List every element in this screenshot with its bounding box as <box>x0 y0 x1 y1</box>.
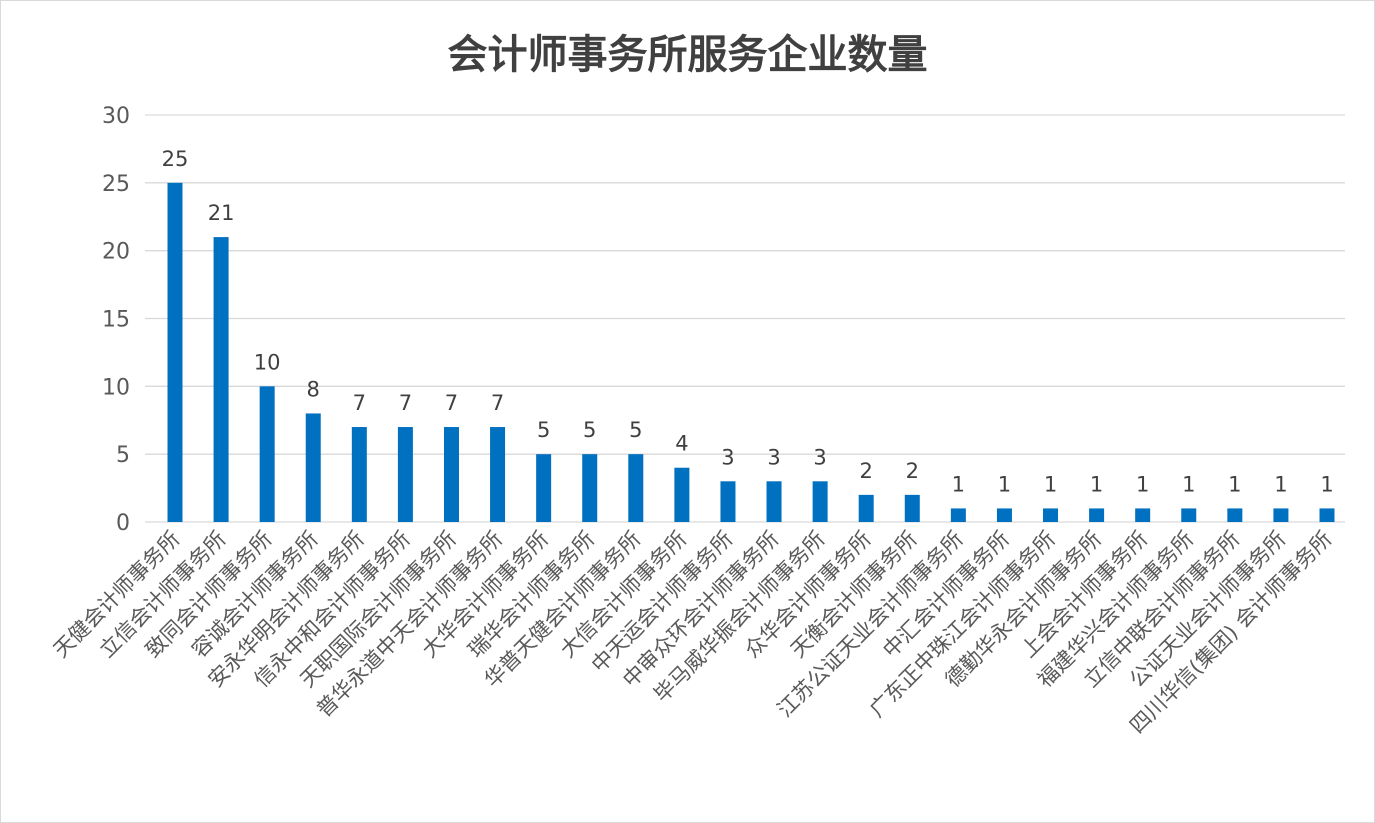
data-label: 3 <box>721 445 734 469</box>
bar <box>490 427 506 522</box>
data-label: 5 <box>537 418 550 442</box>
data-label: 21 <box>208 201 235 225</box>
bar <box>259 386 275 522</box>
data-label: 1 <box>1228 472 1241 496</box>
data-label: 3 <box>813 445 826 469</box>
data-label: 5 <box>583 418 596 442</box>
bar <box>1181 508 1197 522</box>
y-tick-label: 15 <box>102 308 130 333</box>
bar <box>351 427 367 522</box>
data-label: 7 <box>353 391 366 415</box>
data-label: 1 <box>1320 472 1333 496</box>
gridlines <box>145 114 1345 523</box>
bars <box>167 182 1335 523</box>
data-label: 4 <box>675 432 688 456</box>
bar <box>582 454 598 522</box>
bar <box>674 467 690 522</box>
bar <box>1227 508 1243 522</box>
y-tick-label: 0 <box>116 511 130 536</box>
data-label: 3 <box>767 445 780 469</box>
data-label: 7 <box>445 391 458 415</box>
data-label: 1 <box>1274 472 1287 496</box>
bar <box>766 481 782 522</box>
bar <box>305 413 321 522</box>
bar <box>720 481 736 522</box>
bar <box>167 182 183 523</box>
data-label: 25 <box>162 147 189 171</box>
data-label: 1 <box>1182 472 1195 496</box>
bar <box>858 494 874 522</box>
data-label: 5 <box>629 418 642 442</box>
bar <box>536 454 552 522</box>
bar <box>950 508 966 522</box>
data-label: 2 <box>860 459 873 483</box>
y-axis-ticks: 0 5 10 15 20 25 30 <box>102 104 130 536</box>
data-label: 1 <box>1044 472 1057 496</box>
data-label: 2 <box>906 459 919 483</box>
chart-title: 会计师事务所服务企业数量 <box>447 32 928 78</box>
y-tick-label: 10 <box>102 375 130 400</box>
bar <box>1273 508 1289 522</box>
bar <box>1043 508 1059 522</box>
data-label: 7 <box>491 391 504 415</box>
data-label: 1 <box>1090 472 1103 496</box>
bar <box>443 427 459 522</box>
category-labels: 天健会计师事务所立信会计师事务所致同会计师事务所容诚会计师事务所安永华明会计师事… <box>49 527 1337 738</box>
data-label: 7 <box>399 391 412 415</box>
data-label: 10 <box>254 350 281 374</box>
bar <box>1135 508 1151 522</box>
y-tick-label: 20 <box>102 240 130 265</box>
data-label: 1 <box>998 472 1011 496</box>
bar <box>213 237 229 522</box>
y-tick-label: 5 <box>116 443 130 468</box>
bar <box>812 481 828 522</box>
y-tick-label: 30 <box>102 104 130 129</box>
bar <box>397 427 413 522</box>
bar <box>996 508 1012 522</box>
y-tick-label: 25 <box>102 172 130 197</box>
bar <box>904 494 920 522</box>
data-label: 1 <box>1136 472 1149 496</box>
bar <box>1319 508 1335 522</box>
data-label: 1 <box>952 472 965 496</box>
bar <box>1089 508 1105 522</box>
data-label: 8 <box>307 377 320 401</box>
bar <box>628 454 644 522</box>
